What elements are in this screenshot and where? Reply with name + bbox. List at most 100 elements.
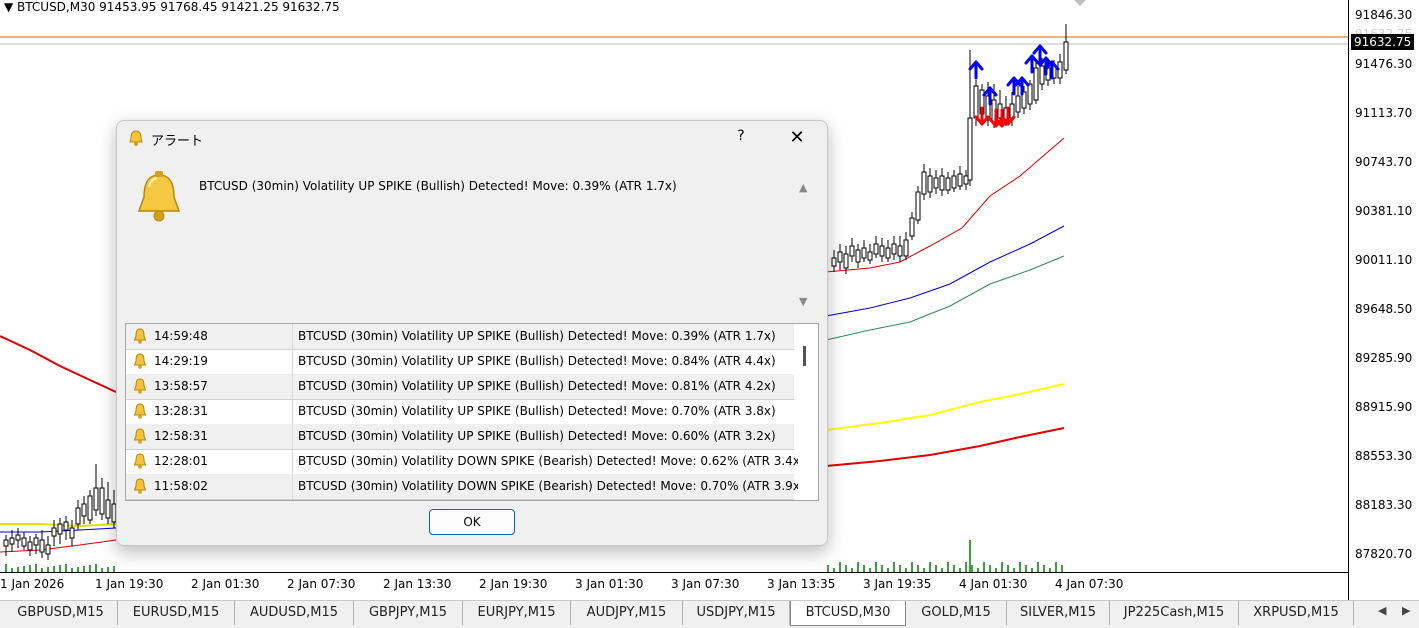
alert-time: 14:59:48 bbox=[154, 329, 208, 343]
bearish-arrow-icon bbox=[1000, 106, 1016, 126]
price-label: 88553.30 bbox=[1355, 449, 1413, 463]
candle-body bbox=[879, 245, 885, 257]
candle-body bbox=[81, 503, 87, 517]
tab-eurjpy-m15[interactable]: EURJPY,M15 bbox=[463, 601, 571, 625]
alert-text: BTCUSD (30min) Volatility UP SPIKE (Bull… bbox=[298, 379, 776, 393]
candle-body bbox=[51, 527, 57, 537]
tab-silver-m15[interactable]: SILVER,M15 bbox=[1007, 601, 1110, 625]
price-label: 91846.30 bbox=[1355, 8, 1413, 22]
current-price-label: 91632.75 bbox=[1351, 34, 1415, 50]
candle-body bbox=[3, 539, 9, 547]
candle-body bbox=[885, 247, 891, 259]
tab-scroll-right-icon[interactable]: ▶ bbox=[1402, 604, 1411, 617]
candle-body bbox=[973, 85, 979, 119]
candle-body bbox=[903, 239, 909, 257]
candle-body bbox=[909, 217, 915, 237]
tab-jp225cash-m15[interactable]: JP225Cash,M15 bbox=[1110, 601, 1239, 625]
column-divider bbox=[292, 424, 293, 449]
help-button[interactable]: ? bbox=[737, 128, 745, 144]
tab-gbpjpy-m15[interactable]: GBPJPY,M15 bbox=[354, 601, 463, 625]
price-label: 88183.30 bbox=[1355, 498, 1413, 512]
close-button[interactable]: ✕ bbox=[789, 127, 805, 148]
candle-body bbox=[873, 243, 879, 255]
tab-gbpusd-m15[interactable]: GBPUSD,M15 bbox=[4, 601, 118, 625]
list-item[interactable]: 11:58:02 BTCUSD (30min) Volatility DOWN … bbox=[126, 474, 805, 500]
tab-gold-m15[interactable]: GOLD,M15 bbox=[906, 601, 1007, 625]
tab-audjpy-m15[interactable]: AUDJPY,M15 bbox=[571, 601, 683, 625]
list-item[interactable]: 12:58:31 BTCUSD (30min) Volatility UP SP… bbox=[126, 424, 794, 450]
candle-body bbox=[1063, 41, 1069, 71]
list-scrollbar[interactable] bbox=[798, 324, 818, 500]
ma-green bbox=[825, 255, 1065, 341]
candle-body bbox=[855, 249, 861, 263]
candle-body bbox=[1027, 83, 1033, 105]
candle-body bbox=[957, 173, 963, 187]
candle-body bbox=[27, 541, 33, 551]
candle-body bbox=[21, 537, 27, 547]
candle-body bbox=[831, 257, 837, 267]
time-label: 1 Jan 2026 bbox=[0, 577, 65, 591]
candle-body bbox=[933, 177, 939, 189]
candle-body bbox=[1021, 91, 1027, 109]
bearish-arrow-icon bbox=[974, 106, 990, 126]
tab-xrpusd-m15[interactable]: XRPUSD,M15 bbox=[1239, 601, 1354, 625]
bell-icon bbox=[129, 130, 143, 146]
price-label: 87820.70 bbox=[1355, 547, 1413, 561]
candle-body bbox=[891, 243, 897, 255]
candle-body bbox=[985, 95, 991, 121]
candle-body bbox=[15, 534, 21, 541]
candle-body bbox=[951, 175, 957, 189]
alert-time: 13:28:31 bbox=[154, 404, 208, 418]
list-item[interactable]: 13:28:31 BTCUSD (30min) Volatility UP SP… bbox=[126, 399, 794, 425]
candle-body bbox=[939, 175, 945, 191]
bullish-arrow-icon bbox=[1032, 44, 1048, 64]
tab-eurusd-m15[interactable]: EURUSD,M15 bbox=[118, 601, 235, 625]
scroll-up-icon[interactable]: ▲ bbox=[799, 181, 808, 194]
candle-body bbox=[849, 245, 855, 257]
candle-body bbox=[57, 523, 63, 535]
tab-btcusd-m30[interactable]: BTCUSD,M30 bbox=[790, 601, 906, 626]
tab-scroll-left-icon[interactable]: ◀ bbox=[1378, 604, 1387, 617]
dialog-title: アラート bbox=[151, 134, 204, 149]
tab-audusd-m15[interactable]: AUDUSD,M15 bbox=[235, 601, 354, 625]
price-label: 89285.90 bbox=[1355, 351, 1413, 365]
alert-text: BTCUSD (30min) Volatility UP SPIKE (Bull… bbox=[298, 354, 776, 368]
alert-text: BTCUSD (30min) Volatility UP SPIKE (Bull… bbox=[298, 429, 776, 443]
candle-body bbox=[897, 245, 903, 257]
candle-body bbox=[39, 539, 45, 553]
chart-header: ▼ BTCUSD,M30 91453.95 91768.45 91421.25 … bbox=[4, 0, 340, 14]
ma-red-thin bbox=[825, 137, 1065, 273]
ma-red-left bbox=[0, 539, 117, 553]
list-item[interactable]: 14:29:19 BTCUSD (30min) Volatility UP SP… bbox=[126, 349, 794, 375]
ma-blue bbox=[825, 225, 1065, 317]
ma-yellow bbox=[825, 383, 1065, 431]
price-label: 88915.90 bbox=[1355, 400, 1413, 414]
time-label: 4 Jan 07:30 bbox=[1055, 577, 1124, 591]
tab-usdjpy-m15[interactable]: USDJPY,M15 bbox=[683, 601, 790, 625]
ma-red-thick-right bbox=[825, 427, 1065, 467]
bell-icon bbox=[133, 478, 147, 494]
list-item[interactable]: 13:58:57 BTCUSD (30min) Volatility UP SP… bbox=[126, 374, 794, 400]
list-item[interactable]: 12:28:01 BTCUSD (30min) Volatility DOWN … bbox=[126, 449, 805, 475]
alert-history-list[interactable]: 14:59:48 BTCUSD (30min) Volatility UP SP… bbox=[125, 323, 819, 501]
chart-area[interactable]: ▼ BTCUSD,M30 91453.95 91768.45 91421.25 … bbox=[0, 0, 1348, 572]
candle-body bbox=[963, 175, 969, 185]
ok-button[interactable]: OK bbox=[429, 509, 515, 535]
time-axis: 1 Jan 2026 1 Jan 19:30 2 Jan 01:30 2 Jan… bbox=[0, 572, 1348, 597]
list-item[interactable]: 14:59:48 BTCUSD (30min) Volatility UP SP… bbox=[126, 324, 794, 350]
chart-tab-bar: GBPUSD,M15 EURUSD,M15 AUDUSD,M15 GBPJPY,… bbox=[0, 600, 1419, 628]
price-axis: 91632.75 91846.30 91632.75 91476.30 9111… bbox=[1348, 0, 1419, 600]
candle-body bbox=[1039, 65, 1045, 85]
bullish-arrow-icon bbox=[968, 60, 984, 80]
candle-body bbox=[967, 117, 973, 181]
alert-time: 12:58:31 bbox=[154, 429, 208, 443]
price-label: 89648.50 bbox=[1355, 302, 1413, 316]
time-label: 2 Jan 01:30 bbox=[191, 577, 260, 591]
price-chart[interactable] bbox=[0, 0, 1348, 572]
time-label: 3 Jan 07:30 bbox=[671, 577, 740, 591]
candle-body bbox=[921, 171, 927, 195]
list-scroll-thumb[interactable] bbox=[803, 346, 806, 366]
candle-body bbox=[837, 251, 843, 263]
scroll-down-icon[interactable]: ▼ bbox=[799, 295, 808, 308]
alert-time: 14:29:19 bbox=[154, 354, 208, 368]
